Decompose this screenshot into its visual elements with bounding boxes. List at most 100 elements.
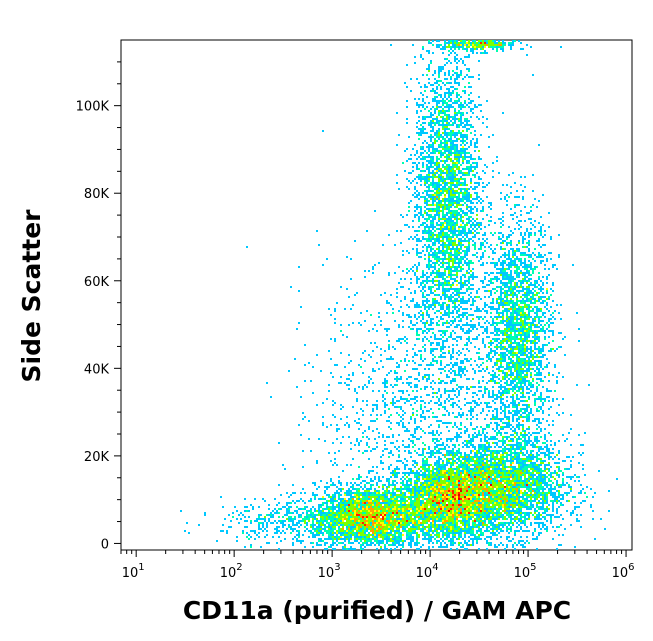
data-point <box>452 504 454 506</box>
data-point <box>492 438 494 440</box>
data-point <box>456 236 458 238</box>
data-point <box>514 452 516 454</box>
data-point <box>320 524 322 526</box>
data-point <box>346 538 348 540</box>
data-point <box>504 498 506 500</box>
data-point <box>524 522 526 524</box>
data-point <box>346 494 348 496</box>
data-point <box>486 536 488 538</box>
data-point <box>392 482 394 484</box>
data-point <box>446 534 448 536</box>
data-point <box>430 512 432 514</box>
data-point <box>438 216 440 218</box>
data-point <box>340 506 342 508</box>
data-point <box>492 442 494 444</box>
data-point <box>418 508 420 510</box>
data-point <box>554 456 556 458</box>
data-point <box>420 522 422 524</box>
data-point <box>506 476 508 478</box>
data-point <box>416 482 418 484</box>
data-point <box>512 494 514 496</box>
data-point <box>520 520 522 522</box>
data-point <box>452 510 454 512</box>
data-point <box>340 516 342 518</box>
data-point <box>444 510 446 512</box>
data-point <box>414 272 416 274</box>
data-point <box>360 524 362 526</box>
data-point <box>480 462 482 464</box>
data-point <box>500 536 502 538</box>
data-point <box>430 454 432 456</box>
data-point <box>454 454 456 456</box>
data-point <box>470 472 472 474</box>
data-point <box>442 228 444 230</box>
data-point <box>320 544 322 546</box>
data-point <box>496 414 498 416</box>
data-point <box>390 472 392 474</box>
data-point <box>350 498 352 500</box>
data-point <box>340 504 342 506</box>
data-point <box>384 490 386 492</box>
data-point <box>534 528 536 530</box>
data-point <box>436 206 438 208</box>
data-point <box>478 296 480 298</box>
data-point <box>456 186 458 188</box>
data-point <box>410 484 412 486</box>
data-point <box>414 526 416 528</box>
data-point <box>464 300 466 302</box>
data-point <box>426 502 428 504</box>
data-point <box>478 476 480 478</box>
data-point <box>348 520 350 522</box>
data-point <box>468 498 470 500</box>
data-point <box>464 454 466 456</box>
data-point <box>492 484 494 486</box>
data-point <box>346 520 348 522</box>
data-point <box>476 488 478 490</box>
data-point <box>444 488 446 490</box>
data-point <box>364 508 366 510</box>
data-point <box>556 474 558 476</box>
data-point <box>544 508 546 510</box>
data-point <box>344 514 346 516</box>
data-point <box>382 536 384 538</box>
data-point <box>444 516 446 518</box>
data-point <box>446 454 448 456</box>
data-point <box>440 502 442 504</box>
data-point <box>398 540 400 542</box>
data-point <box>572 512 574 514</box>
data-point <box>414 524 416 526</box>
data-point <box>350 506 352 508</box>
data-point <box>370 528 372 530</box>
data-point <box>462 512 464 514</box>
data-point <box>446 490 448 492</box>
data-point <box>444 522 446 524</box>
data-point <box>350 518 352 520</box>
data-point <box>378 532 380 534</box>
data-point <box>436 486 438 488</box>
data-point <box>510 470 512 472</box>
data-point <box>528 470 530 472</box>
data-point <box>298 500 300 502</box>
data-point <box>406 106 408 108</box>
data-point <box>416 78 418 80</box>
data-point <box>436 534 438 536</box>
data-point <box>352 528 354 530</box>
data-point <box>350 526 352 528</box>
data-point <box>458 542 460 544</box>
data-point <box>324 512 326 514</box>
data-point <box>434 524 436 526</box>
data-point <box>346 534 348 536</box>
data-point <box>490 476 492 478</box>
data-point <box>428 480 430 482</box>
data-point <box>364 490 366 492</box>
data-point <box>504 466 506 468</box>
data-point <box>388 502 390 504</box>
data-point <box>454 308 456 310</box>
data-point <box>488 498 490 500</box>
data-point <box>368 504 370 506</box>
data-point <box>338 538 340 540</box>
data-point <box>600 518 602 520</box>
data-point <box>362 538 364 540</box>
data-point <box>424 470 426 472</box>
data-point <box>476 472 478 474</box>
